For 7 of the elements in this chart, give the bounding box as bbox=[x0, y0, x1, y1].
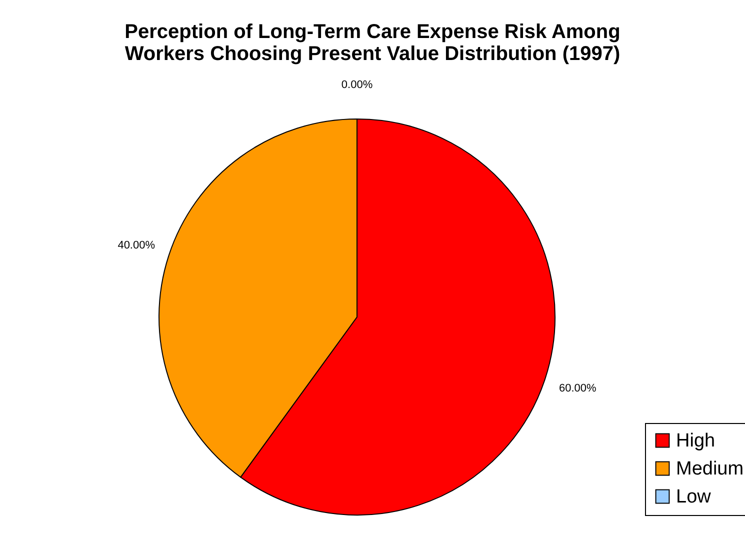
legend-label: High bbox=[676, 430, 716, 452]
text: 0.00% bbox=[341, 79, 373, 91]
legend-label: Medium bbox=[676, 458, 744, 480]
legend-label: Low bbox=[676, 486, 712, 508]
data-label: 60.00% bbox=[558, 382, 597, 395]
data-label: 40.00% bbox=[118, 239, 156, 252]
chart-title: Perception of Long-Term Care Expense Risk Among Workers Choosing Present Value Distribution (1997) bbox=[124, 21, 620, 65]
